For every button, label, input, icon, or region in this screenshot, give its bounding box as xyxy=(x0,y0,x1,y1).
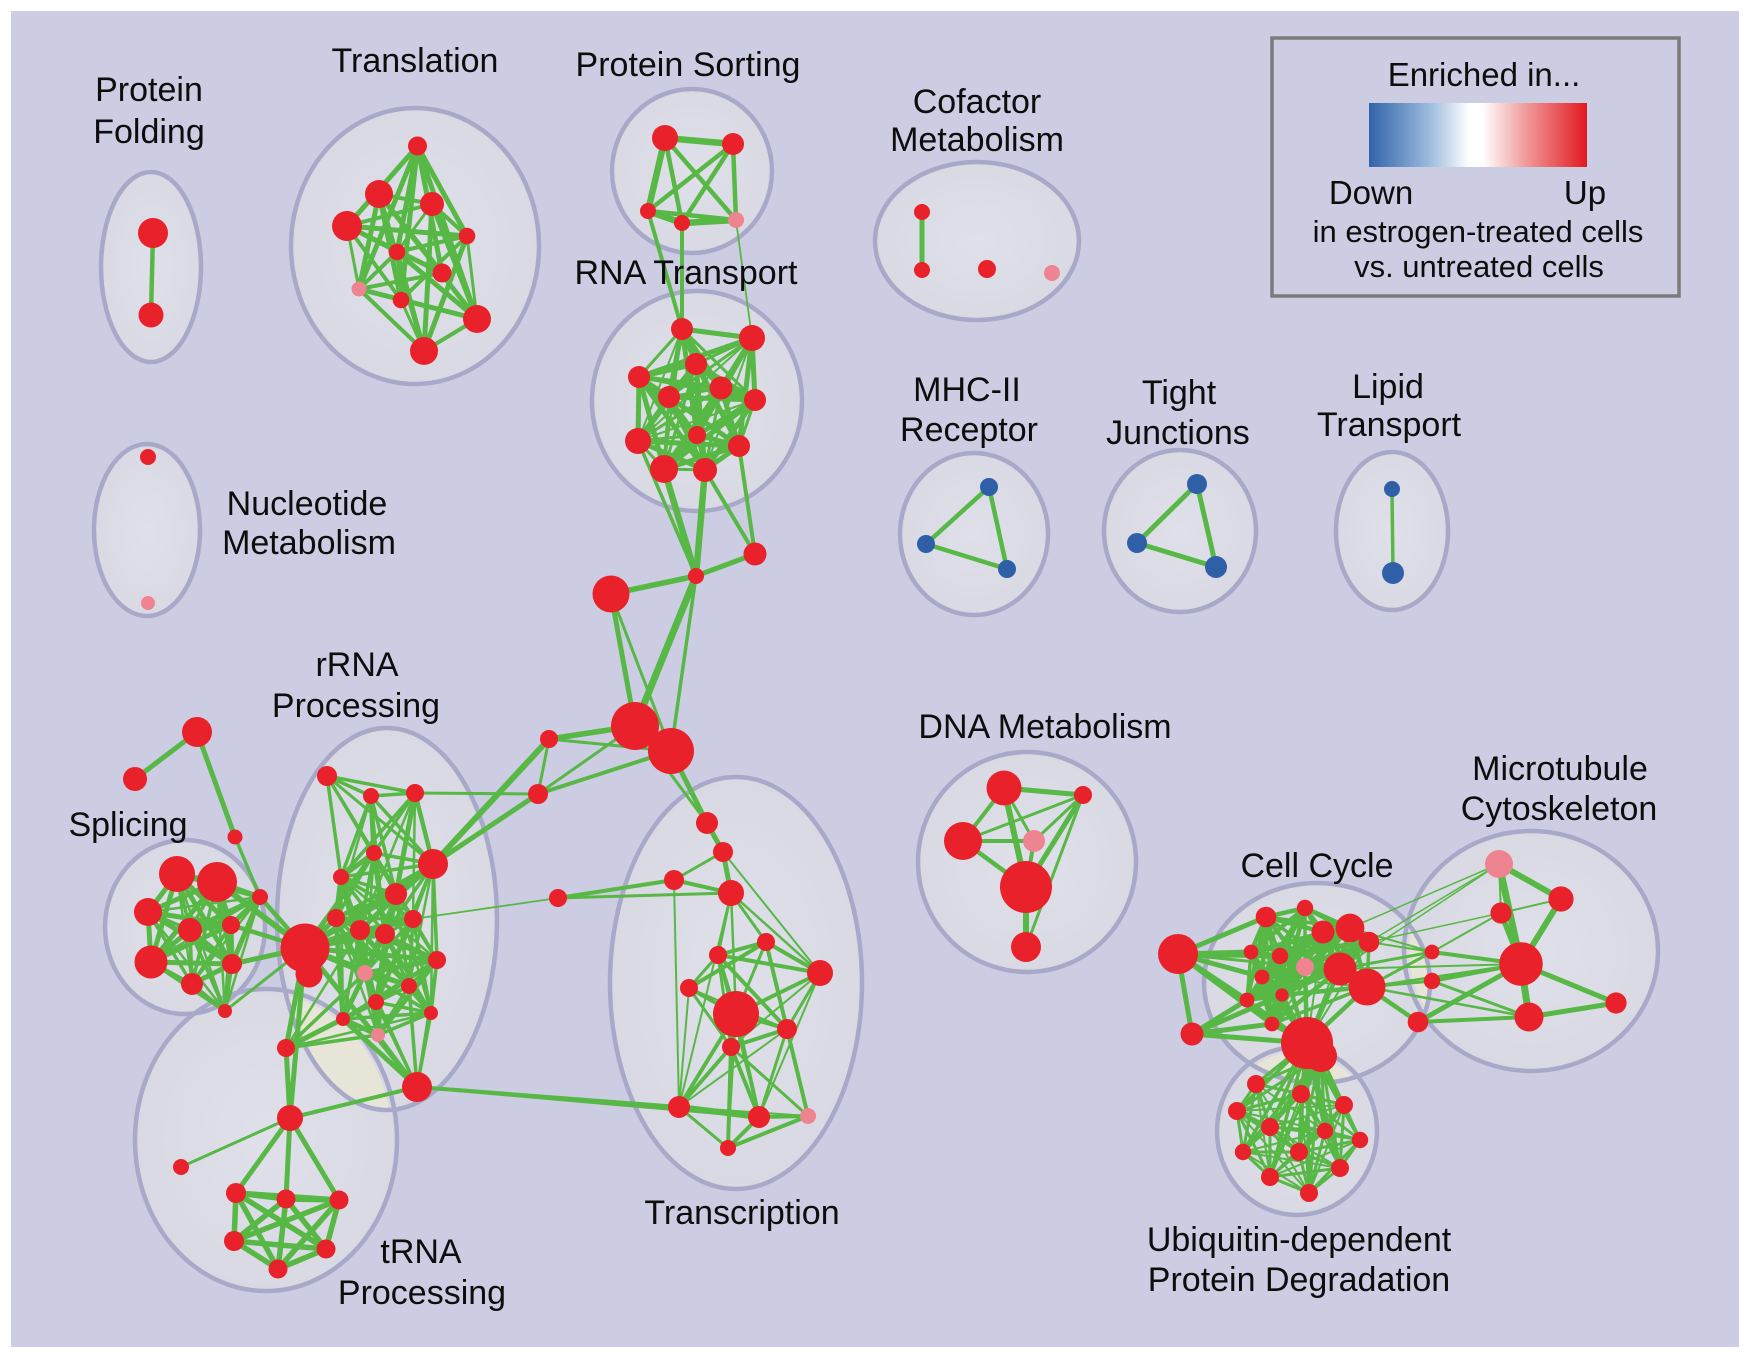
svg-text:rRNA: rRNA xyxy=(315,646,398,684)
svg-text:Up: Up xyxy=(1564,174,1606,211)
svg-text:Transcription: Transcription xyxy=(644,1194,839,1232)
svg-text:MHC-II: MHC-II xyxy=(913,371,1021,409)
svg-text:Processing: Processing xyxy=(338,1274,506,1312)
svg-text:Metabolism: Metabolism xyxy=(890,121,1064,159)
svg-text:Cytoskeleton: Cytoskeleton xyxy=(1461,790,1658,828)
svg-text:Tight: Tight xyxy=(1142,374,1217,412)
svg-text:Nucleotide: Nucleotide xyxy=(227,485,388,523)
svg-text:in estrogen-treated cells: in estrogen-treated cells xyxy=(1313,214,1644,249)
svg-text:Metabolism: Metabolism xyxy=(222,524,396,562)
svg-text:tRNA: tRNA xyxy=(380,1233,462,1271)
svg-text:Splicing: Splicing xyxy=(68,806,187,844)
svg-text:Protein Sorting: Protein Sorting xyxy=(576,46,801,84)
svg-text:Microtubule: Microtubule xyxy=(1472,750,1648,788)
svg-text:Junctions: Junctions xyxy=(1106,414,1250,452)
svg-text:Down: Down xyxy=(1329,174,1413,211)
svg-text:Enriched in...: Enriched in... xyxy=(1388,56,1581,93)
svg-text:Processing: Processing xyxy=(272,687,440,725)
svg-text:Cell Cycle: Cell Cycle xyxy=(1240,847,1393,885)
svg-text:Protein Degradation: Protein Degradation xyxy=(1148,1261,1450,1299)
svg-text:Lipid: Lipid xyxy=(1352,368,1424,406)
svg-text:Translation: Translation xyxy=(332,42,499,80)
svg-text:Protein: Protein xyxy=(95,71,203,109)
svg-text:Ubiquitin-dependent: Ubiquitin-dependent xyxy=(1147,1221,1452,1259)
svg-text:Receptor: Receptor xyxy=(900,411,1038,449)
svg-text:RNA Transport: RNA Transport xyxy=(575,254,799,292)
svg-text:vs. untreated cells: vs. untreated cells xyxy=(1354,249,1604,284)
svg-text:DNA Metabolism: DNA Metabolism xyxy=(918,708,1171,746)
svg-text:Cofactor: Cofactor xyxy=(913,83,1042,121)
svg-text:Folding: Folding xyxy=(93,113,205,151)
svg-text:Transport: Transport xyxy=(1317,406,1462,444)
